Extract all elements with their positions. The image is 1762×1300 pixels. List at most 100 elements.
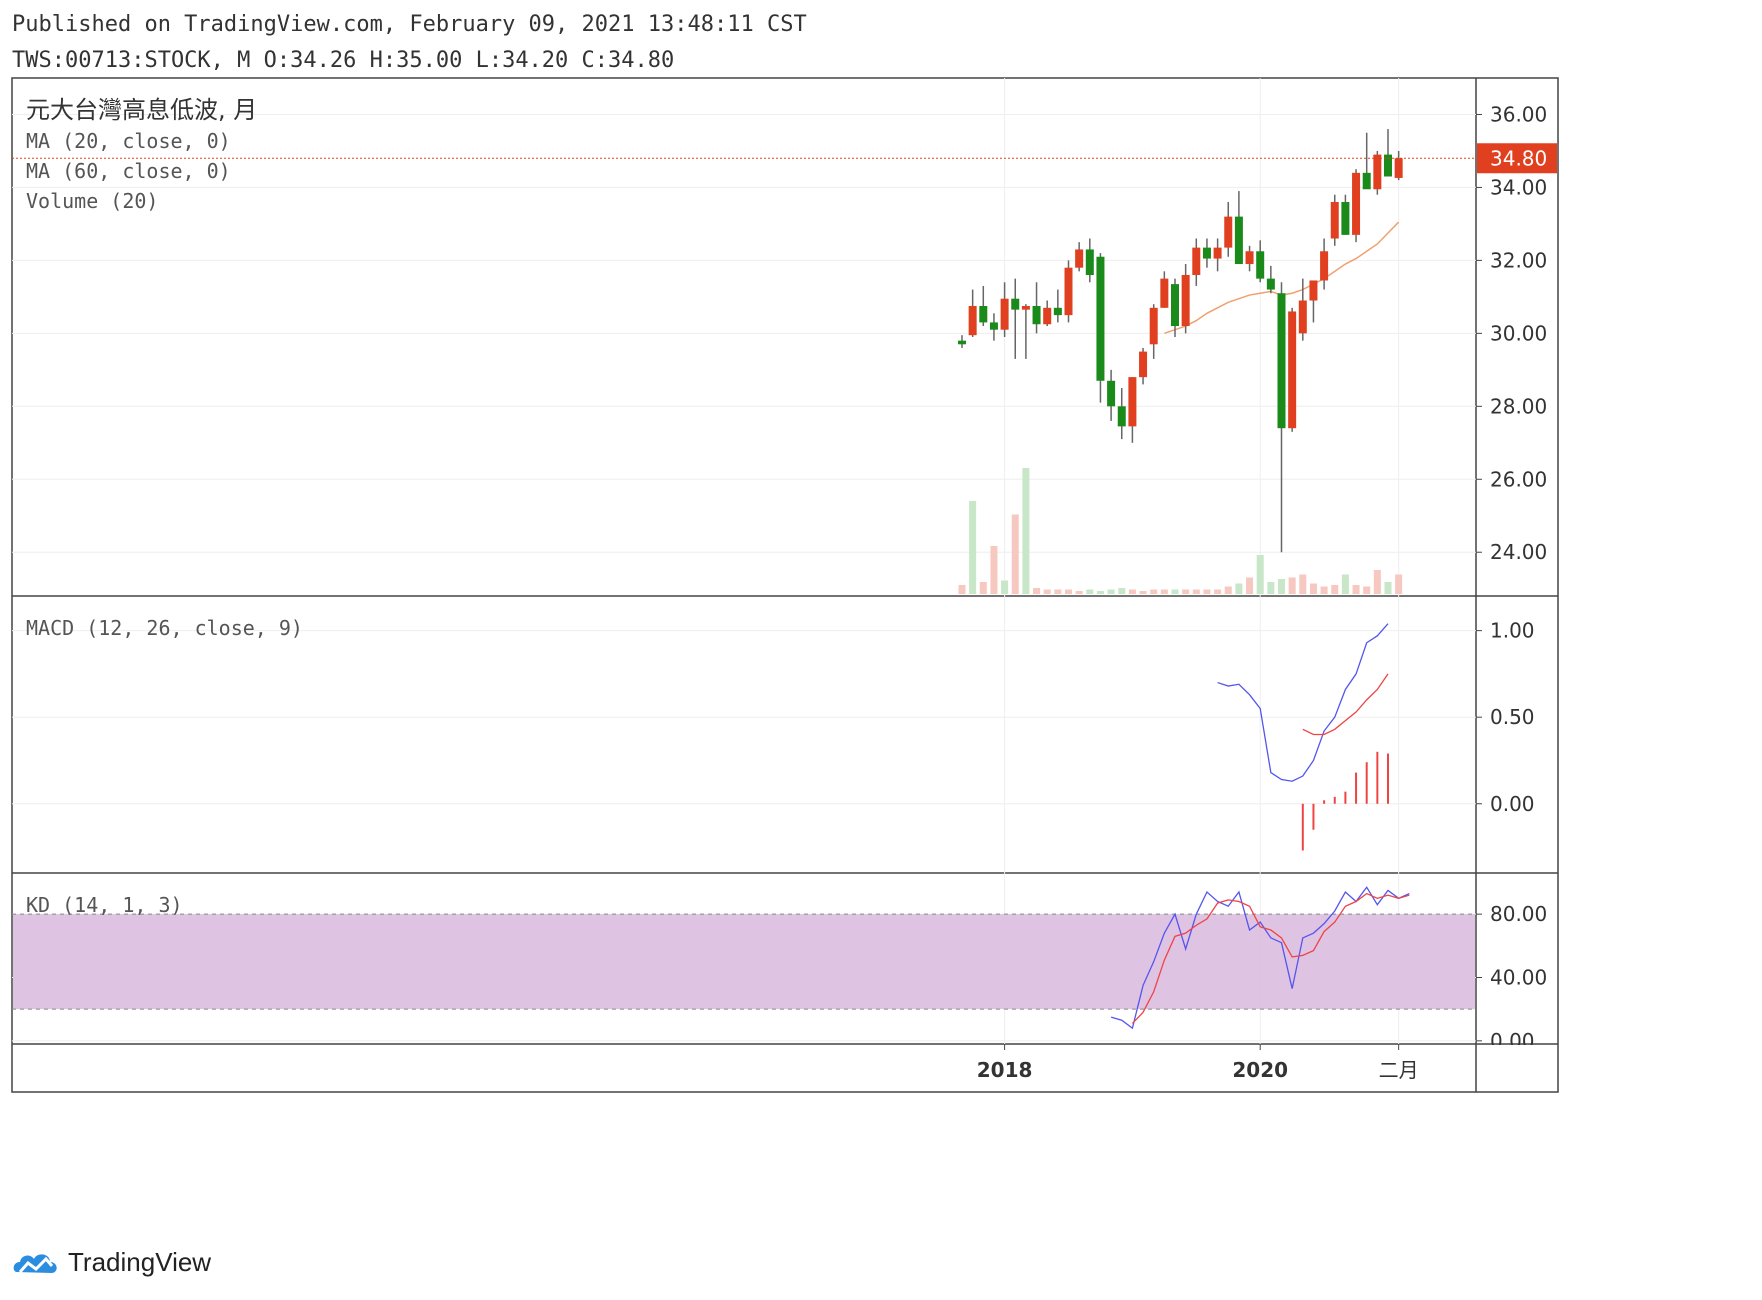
volume-bar bbox=[1278, 579, 1285, 594]
y-tick-label: 0.50 bbox=[1490, 705, 1535, 729]
volume-bar bbox=[1320, 586, 1328, 594]
volume-bar bbox=[1235, 583, 1243, 594]
candle-body bbox=[1202, 247, 1211, 259]
kd-pane-title: KD (14, 1, 3) bbox=[26, 893, 183, 917]
y-tick-label: 40.00 bbox=[1490, 966, 1547, 990]
candle-body bbox=[1085, 249, 1094, 275]
volume-bar bbox=[1128, 589, 1136, 594]
volume-bar bbox=[1341, 574, 1349, 594]
y-tick-label: 24.00 bbox=[1490, 540, 1547, 564]
candle-body bbox=[1075, 249, 1084, 268]
candle-body bbox=[1245, 251, 1254, 265]
volume-bar bbox=[1224, 586, 1232, 594]
price-pane-legend: MA (20, close, 0) bbox=[26, 129, 231, 153]
tradingview-brand[interactable]: TradingView bbox=[12, 1247, 211, 1278]
volume-bar bbox=[958, 585, 966, 594]
volume-bar bbox=[1022, 468, 1030, 594]
candle-body bbox=[958, 340, 966, 345]
volume-bar bbox=[1299, 574, 1307, 594]
volume-bar bbox=[1086, 589, 1094, 594]
x-tick-label-二月: 二月 bbox=[1379, 1058, 1419, 1082]
candle-body bbox=[989, 322, 998, 330]
candle-body bbox=[1192, 247, 1201, 275]
volume-bar bbox=[1395, 574, 1403, 594]
price-pane-title: 元大台灣高息低波, 月 bbox=[26, 96, 257, 124]
candle-body bbox=[1213, 247, 1222, 259]
last-price-badge bbox=[1477, 143, 1557, 174]
macd-pane-title: MACD (12, 26, close, 9) bbox=[26, 616, 303, 640]
candle-body bbox=[1107, 380, 1116, 407]
candle-body bbox=[1373, 154, 1382, 190]
candle-body bbox=[1309, 280, 1318, 301]
candle-body bbox=[1330, 202, 1339, 239]
y-tick-label: 32.00 bbox=[1490, 248, 1547, 272]
candle-body bbox=[1171, 284, 1179, 327]
tradingview-logo-icon bbox=[13, 1253, 57, 1273]
volume-bar bbox=[1107, 589, 1115, 594]
candle-body bbox=[1298, 300, 1307, 334]
volume-bar bbox=[1363, 586, 1371, 594]
volume-bar bbox=[1011, 514, 1019, 594]
volume-bar bbox=[1384, 582, 1392, 594]
x-tick-label-2020: 2020 bbox=[1232, 1058, 1288, 1082]
candle-body bbox=[1352, 172, 1361, 235]
candle-body bbox=[1234, 216, 1243, 265]
tradingview-wordmark: TradingView bbox=[68, 1247, 212, 1277]
candle-body bbox=[1064, 267, 1073, 316]
y-tick-label: 34.00 bbox=[1490, 175, 1547, 199]
candle-body bbox=[1160, 278, 1169, 308]
kd-band bbox=[13, 914, 1475, 1010]
volume-bar bbox=[1065, 589, 1072, 594]
volume-bar bbox=[1096, 591, 1104, 594]
volume-bar bbox=[1043, 589, 1051, 594]
volume-bar bbox=[1171, 589, 1179, 594]
volume-bar bbox=[1118, 588, 1126, 594]
candle-body bbox=[1149, 307, 1158, 345]
volume-bar bbox=[1033, 588, 1041, 594]
candle-body bbox=[1341, 202, 1350, 235]
volume-bar bbox=[1331, 585, 1339, 594]
candle-body bbox=[1181, 274, 1190, 327]
kd-d-line bbox=[1131, 892, 1410, 1024]
y-tick-label: 26.00 bbox=[1490, 467, 1547, 491]
volume-bar bbox=[1214, 589, 1222, 594]
y-tick-label: 36.00 bbox=[1490, 102, 1547, 126]
volume-bar bbox=[1203, 589, 1211, 594]
candle-body bbox=[1043, 307, 1052, 325]
candle-body bbox=[1128, 377, 1137, 427]
candle-body bbox=[1320, 251, 1329, 281]
kd-k-line bbox=[1110, 886, 1410, 1030]
volume-bar bbox=[1160, 589, 1168, 594]
candle-body bbox=[1277, 293, 1286, 429]
candle-body bbox=[1384, 154, 1392, 177]
published-line: Published on TradingView.com, February 0… bbox=[12, 12, 807, 37]
volume-bar bbox=[1150, 589, 1158, 594]
candle-body bbox=[979, 305, 988, 323]
candle-body bbox=[1362, 172, 1371, 190]
y-tick-label: 28.00 bbox=[1490, 394, 1547, 418]
volume-bar bbox=[1192, 589, 1200, 594]
volume-bar bbox=[1256, 555, 1264, 594]
macd-line bbox=[1217, 623, 1389, 782]
volume-bar bbox=[1267, 582, 1275, 594]
candle-body bbox=[1011, 298, 1020, 310]
volume-bar bbox=[1139, 591, 1147, 594]
volume-bar bbox=[1182, 589, 1190, 594]
symbol-ohlc-line: TWS:00713:STOCK, M O:34.26 H:35.00 L:34.… bbox=[12, 48, 675, 73]
price-pane-legend: Volume (20) bbox=[26, 189, 158, 213]
volume-bar bbox=[1373, 570, 1381, 594]
y-tick-label: 30.00 bbox=[1490, 321, 1547, 345]
volume-bar bbox=[1054, 589, 1062, 594]
volume-bar bbox=[1075, 591, 1083, 594]
candle-body bbox=[1256, 251, 1265, 279]
y-tick-label: 1.00 bbox=[1490, 619, 1535, 643]
candle-body bbox=[1096, 256, 1105, 381]
candle-body bbox=[1288, 311, 1297, 429]
candle-body bbox=[1266, 278, 1275, 290]
x-tick-label-2018: 2018 bbox=[977, 1058, 1033, 1082]
candle-body bbox=[1139, 351, 1148, 378]
candle-body bbox=[1000, 298, 1009, 330]
macd-signal-line bbox=[1302, 673, 1389, 736]
volume-bar bbox=[1352, 585, 1360, 594]
